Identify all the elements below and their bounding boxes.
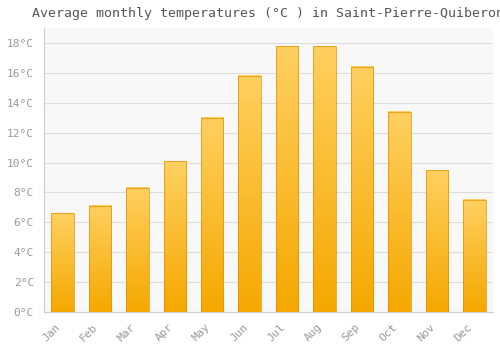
Title: Average monthly temperatures (°C ) in Saint-Pierre-Quiberon: Average monthly temperatures (°C ) in Sa…: [32, 7, 500, 20]
Bar: [350, 67, 373, 312]
Bar: [88, 206, 111, 312]
Bar: [314, 46, 336, 312]
Bar: [51, 214, 74, 312]
Bar: [126, 188, 148, 312]
Bar: [388, 112, 410, 312]
Bar: [276, 46, 298, 312]
Bar: [164, 161, 186, 312]
Bar: [426, 170, 448, 312]
Bar: [201, 118, 224, 312]
Bar: [238, 76, 261, 312]
Bar: [463, 200, 485, 312]
